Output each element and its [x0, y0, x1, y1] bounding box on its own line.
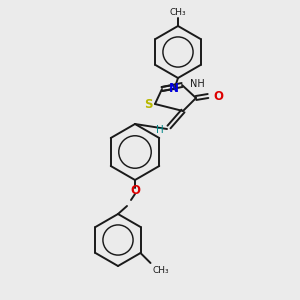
Text: NH: NH — [190, 79, 205, 89]
Text: O: O — [213, 89, 223, 103]
Text: O: O — [130, 184, 140, 197]
Text: S: S — [144, 98, 152, 112]
Text: N: N — [169, 82, 179, 95]
Text: CH₃: CH₃ — [152, 266, 169, 275]
Text: CH₃: CH₃ — [170, 8, 186, 17]
Text: H: H — [156, 125, 164, 135]
